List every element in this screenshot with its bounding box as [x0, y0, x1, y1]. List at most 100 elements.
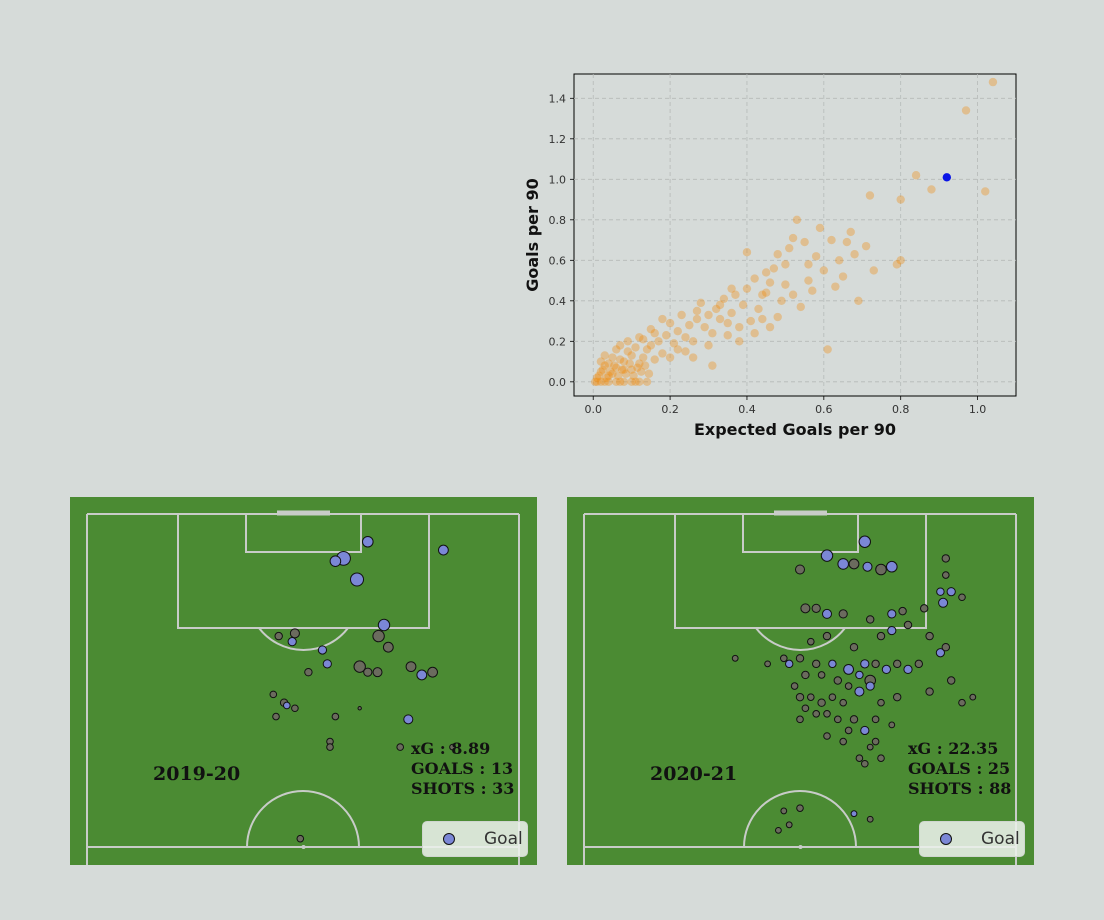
missed-shot-marker	[947, 676, 956, 685]
missed-shot-marker	[839, 698, 848, 707]
missed-shot-marker	[795, 692, 805, 702]
player-point	[735, 337, 744, 346]
player-point	[631, 377, 640, 387]
player-point	[633, 363, 642, 372]
missed-shot-marker	[780, 654, 788, 663]
player-point	[761, 288, 771, 297]
missed-shot-marker	[796, 715, 804, 724]
player-point	[800, 237, 809, 247]
missed-shot-marker	[914, 659, 923, 669]
player-point	[719, 294, 729, 303]
player-point	[610, 361, 619, 370]
player-point	[742, 248, 752, 257]
player-point	[723, 318, 732, 328]
player-point	[600, 361, 609, 370]
player-point	[677, 310, 686, 320]
player-point	[627, 377, 636, 387]
player-point	[608, 369, 617, 378]
player-point	[614, 371, 623, 380]
xg-scatter-plot: 0.0 0.2 0.4 0.6 0.8 1.0 0.0 0.2 0.4 0.6 0.8 1.0 1.2 1…	[523, 73, 1017, 439]
goal-shot-marker	[887, 625, 897, 636]
player-point	[819, 266, 829, 275]
xg-stat: xG : 8.89	[411, 739, 491, 758]
highlight-player-point	[942, 173, 952, 182]
missed-shot-marker	[800, 603, 811, 614]
player-point	[669, 339, 679, 348]
player-point	[650, 355, 659, 364]
missed-shot-marker	[823, 732, 831, 740]
goal-shot-marker	[935, 648, 945, 658]
missed-shot-marker	[875, 563, 887, 576]
player-point	[617, 365, 627, 374]
player-point	[835, 256, 844, 265]
player-point	[896, 256, 905, 265]
grid-lines	[574, 74, 1016, 396]
player-point	[646, 341, 656, 350]
player-point	[688, 353, 698, 362]
player-point	[638, 335, 648, 344]
y-tick-label: 0.4	[549, 295, 567, 308]
y-tick-label: 1.2	[549, 133, 567, 146]
goal-shot-marker	[820, 549, 834, 562]
goal-shot-marker	[886, 560, 898, 573]
missed-shot-marker	[822, 631, 832, 641]
pitch-markings	[567, 497, 1034, 865]
season-label: 2020-21	[650, 763, 738, 785]
player-point	[592, 373, 602, 382]
missed-shot-marker	[942, 571, 950, 579]
player-point	[727, 284, 736, 293]
player-point	[811, 252, 821, 261]
player-point	[854, 296, 863, 306]
player-point	[642, 377, 652, 387]
missed-shot-marker	[289, 628, 300, 639]
plot-area	[573, 73, 1017, 397]
goal-shot-marker	[416, 669, 428, 681]
x-tick-label: 1.0	[969, 403, 987, 416]
missed-shot-marker	[811, 603, 821, 613]
player-point	[623, 347, 633, 356]
goal-shot-marker	[860, 725, 870, 736]
player-point	[608, 353, 617, 362]
missed-shot-marker	[849, 643, 859, 652]
player-point	[781, 280, 790, 289]
goal-shot-marker	[850, 810, 858, 818]
missed-shot-marker	[764, 660, 772, 668]
player-point	[846, 227, 855, 237]
player-point	[765, 278, 775, 287]
goal-shot-marker	[317, 645, 328, 655]
player-point	[750, 329, 759, 338]
player-point	[619, 357, 629, 366]
player-point	[761, 268, 771, 277]
player-point	[604, 359, 613, 368]
pitch-markings	[70, 497, 537, 865]
missed-shot-marker	[834, 715, 842, 724]
missed-shot-marker	[866, 743, 874, 751]
player-point	[619, 377, 629, 387]
y-tick-label: 0.0	[549, 376, 567, 389]
goal-shot-marker	[287, 637, 297, 647]
player-point	[685, 320, 694, 330]
missed-shot-marker	[833, 676, 842, 685]
player-point	[673, 345, 682, 354]
player-point	[765, 322, 775, 332]
x-tick-label: 0.8	[892, 403, 910, 416]
player-point	[642, 345, 652, 354]
missed-shot-marker	[427, 666, 439, 678]
goal-shot-marker	[403, 714, 414, 725]
missed-shot-marker	[326, 743, 334, 751]
y-tick-label: 0.2	[549, 335, 567, 348]
missed-shot-marker	[817, 698, 826, 707]
missed-shot-marker	[396, 743, 405, 751]
player-point	[773, 312, 782, 322]
player-point	[619, 365, 629, 374]
player-point	[696, 298, 706, 308]
missed-shot-marker	[405, 661, 417, 673]
missed-shot-marker	[775, 826, 782, 834]
player-point	[631, 343, 640, 352]
player-point	[911, 171, 921, 180]
goal-shot-marker	[858, 535, 871, 548]
missed-shot-marker	[844, 682, 853, 690]
player-point	[637, 367, 646, 376]
legend: Goal	[919, 821, 1025, 857]
scatter-points	[590, 77, 998, 387]
